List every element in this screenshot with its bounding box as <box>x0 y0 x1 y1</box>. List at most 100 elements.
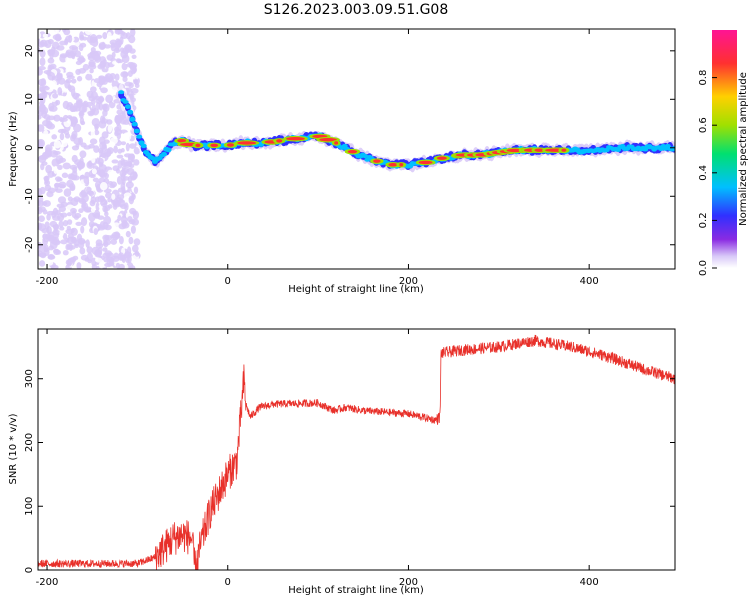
spectrogram-noise-cell <box>107 197 112 203</box>
spectrogram-noise-cell <box>100 87 108 94</box>
spectrogram-noise-cell <box>128 35 136 44</box>
spectrogram-noise-cell <box>58 220 64 228</box>
spectrogram-noise-cell <box>38 147 42 154</box>
spectrogram-noise-cell <box>38 234 42 240</box>
spectrogram-noise-cell <box>96 34 103 39</box>
spectrogram-noise-cell <box>128 143 137 149</box>
spectrogram-noise-cell <box>94 249 102 258</box>
spectrogram-peak-core <box>276 139 283 143</box>
snr-y-ticks: 0 100 200 300 <box>24 369 675 573</box>
spectrogram-noise-cell <box>130 88 139 94</box>
spectrogram-noise-cell <box>128 236 134 245</box>
spectrogram-y-axis-label: Frequency (Hz) <box>8 111 19 187</box>
spectrogram-noise-cell <box>98 261 105 269</box>
spectrogram-peak-core <box>237 141 257 145</box>
spectrogram-noise-cell <box>95 167 101 174</box>
spectrogram-peak-core <box>418 160 433 165</box>
spectrogram-noise-cell <box>54 182 59 191</box>
spectrogram-noise-cell <box>117 252 125 261</box>
spectrogram-noise-cell <box>42 33 49 38</box>
spectrogram-noise-cell <box>47 71 56 81</box>
spectrogram-noise-cell <box>38 196 44 203</box>
spectrogram-noise-cell <box>38 206 46 213</box>
spectrogram-noise-cell <box>122 132 132 141</box>
spectrogram-noise-cell <box>116 113 125 121</box>
spectrogram-y-tick-label: 20 <box>24 44 35 57</box>
spectrogram-noise-cell <box>62 92 67 97</box>
spectrogram-noise-cell <box>82 104 88 113</box>
spectrogram-noise-cell <box>113 145 118 154</box>
spectrogram-noise-cell <box>130 225 136 234</box>
spectrogram-noise-cell <box>116 123 122 132</box>
colorbar-tick-label: 0.2 <box>698 212 709 228</box>
spectrogram-frame <box>37 28 676 270</box>
spectrogram-noise-cell <box>123 251 133 259</box>
spectrogram-noise-cell <box>97 195 106 203</box>
spectrogram-noise-cell <box>111 159 119 164</box>
spectrogram-noise-cell <box>71 154 78 163</box>
spectrogram-noise-cell <box>111 193 116 200</box>
spectrogram-noise-cell <box>51 80 57 88</box>
spectrogram-noise-cell <box>95 202 100 212</box>
spectrogram-noise-cell <box>91 118 100 127</box>
spectrogram-noise-cell <box>116 59 124 64</box>
spectrogram-noise-cell <box>71 116 78 125</box>
spectrogram-x-axis-label: Height of straight line (km) <box>288 284 424 295</box>
spectrogram-marks <box>38 29 675 269</box>
spectrogram-noise-cell <box>55 72 63 81</box>
spectrogram-noise-cell <box>117 148 123 154</box>
spectrogram-noise-cell <box>122 47 130 55</box>
snr-series-line <box>38 334 675 570</box>
spectrogram-noise-cell <box>110 43 116 52</box>
spectrogram-noise-cell <box>67 169 73 174</box>
spectrogram-noise-cell <box>64 79 71 89</box>
spectrogram-noise-cell <box>89 34 98 44</box>
spectrogram-noise-cell <box>106 147 114 155</box>
spectrogram-panel: -200 0 200 400 -20 -10 0 10 20 Height of straig… <box>8 28 676 295</box>
spectrogram-noise-cell <box>113 222 120 227</box>
spectrogram-noise-cell <box>52 93 59 99</box>
spectrogram-noise-cell <box>134 83 140 89</box>
snr-y-tick-label: 300 <box>24 369 35 388</box>
spectrogram-noise-cell <box>91 80 96 89</box>
spectrogram-noise-cell <box>102 58 107 65</box>
spectrogram-noise-cell <box>51 41 60 50</box>
spectrogram-noise-cell <box>106 259 115 267</box>
spectrogram-noise-cell <box>62 220 69 227</box>
spectrogram-y-ticks: -20 -10 0 10 20 <box>24 44 675 253</box>
spectrogram-noise-cell <box>65 56 70 63</box>
spectrogram-noise-cell <box>89 68 94 74</box>
spectrogram-noise-cell <box>65 237 70 243</box>
spectrogram-x-ticks: -200 0 200 400 <box>36 29 599 287</box>
spectrogram-noise-cell <box>79 191 88 198</box>
spectrogram-y-tick-label: -20 <box>24 237 35 253</box>
spectrogram-noise-cell <box>95 101 101 110</box>
spectrogram-noise-cell <box>61 172 69 179</box>
spectrogram-noise-cell <box>86 246 93 254</box>
spectrogram-noise-cell <box>46 191 54 198</box>
spectrogram-noise-cell <box>47 115 56 121</box>
spectrogram-noise-cell <box>66 71 74 78</box>
spectrogram-noise-cell <box>97 30 104 36</box>
spectrogram-noise-cell <box>127 156 134 164</box>
spectrogram-noise-cell <box>119 36 124 45</box>
spectrogram-y-tick-label: 0 <box>24 145 35 151</box>
spectrogram-noise-cell <box>120 157 125 166</box>
spectrogram-noise-cell <box>41 161 48 166</box>
spectrogram-noise-cell <box>92 52 101 62</box>
spectrogram-noise-cell <box>65 228 74 235</box>
spectrogram-noise-cell <box>133 78 138 84</box>
spectrogram-noise-cell <box>62 233 68 240</box>
snr-x-tick-label: 0 <box>225 577 231 588</box>
colorbar-tick-label: 0.0 <box>698 260 709 276</box>
spectrogram-noise-cell <box>76 75 83 82</box>
spectrogram-noise-cell <box>131 244 139 253</box>
spectrogram-peak-core <box>177 139 187 143</box>
spectrogram-x-tick-label: -200 <box>36 276 59 287</box>
spectrogram-noise-cell <box>115 232 121 239</box>
spectrogram-noise-cell <box>94 125 99 131</box>
spectrogram-noise-cell <box>105 61 110 69</box>
snr-x-axis-label: Height of straight line (km) <box>288 585 424 596</box>
spectrogram-noise-cell <box>69 45 78 51</box>
spectrogram-noise-cell <box>87 110 95 115</box>
